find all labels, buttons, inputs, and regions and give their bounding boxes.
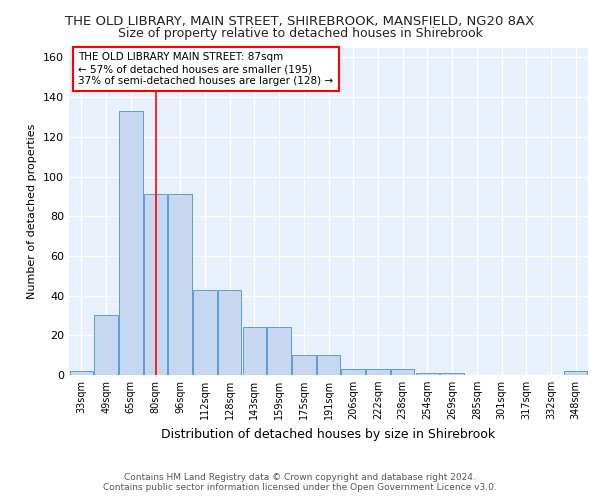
- Bar: [366, 369, 389, 375]
- X-axis label: Distribution of detached houses by size in Shirebrook: Distribution of detached houses by size …: [161, 428, 496, 440]
- Bar: [391, 369, 415, 375]
- Bar: [94, 316, 118, 375]
- Bar: [341, 369, 365, 375]
- Text: THE OLD LIBRARY MAIN STREET: 87sqm
← 57% of detached houses are smaller (195)
37: THE OLD LIBRARY MAIN STREET: 87sqm ← 57%…: [79, 52, 334, 86]
- Text: Size of property relative to detached houses in Shirebrook: Size of property relative to detached ho…: [118, 28, 482, 40]
- Bar: [144, 194, 167, 375]
- Text: Contains HM Land Registry data © Crown copyright and database right 2024.
Contai: Contains HM Land Registry data © Crown c…: [103, 473, 497, 492]
- Bar: [193, 290, 217, 375]
- Bar: [292, 355, 316, 375]
- Bar: [218, 290, 241, 375]
- Bar: [440, 373, 464, 375]
- Y-axis label: Number of detached properties: Number of detached properties: [28, 124, 37, 299]
- Bar: [564, 371, 587, 375]
- Bar: [70, 371, 93, 375]
- Bar: [317, 355, 340, 375]
- Bar: [169, 194, 192, 375]
- Text: THE OLD LIBRARY, MAIN STREET, SHIREBROOK, MANSFIELD, NG20 8AX: THE OLD LIBRARY, MAIN STREET, SHIREBROOK…: [65, 15, 535, 28]
- Bar: [268, 328, 291, 375]
- Bar: [119, 111, 143, 375]
- Bar: [242, 328, 266, 375]
- Bar: [416, 373, 439, 375]
